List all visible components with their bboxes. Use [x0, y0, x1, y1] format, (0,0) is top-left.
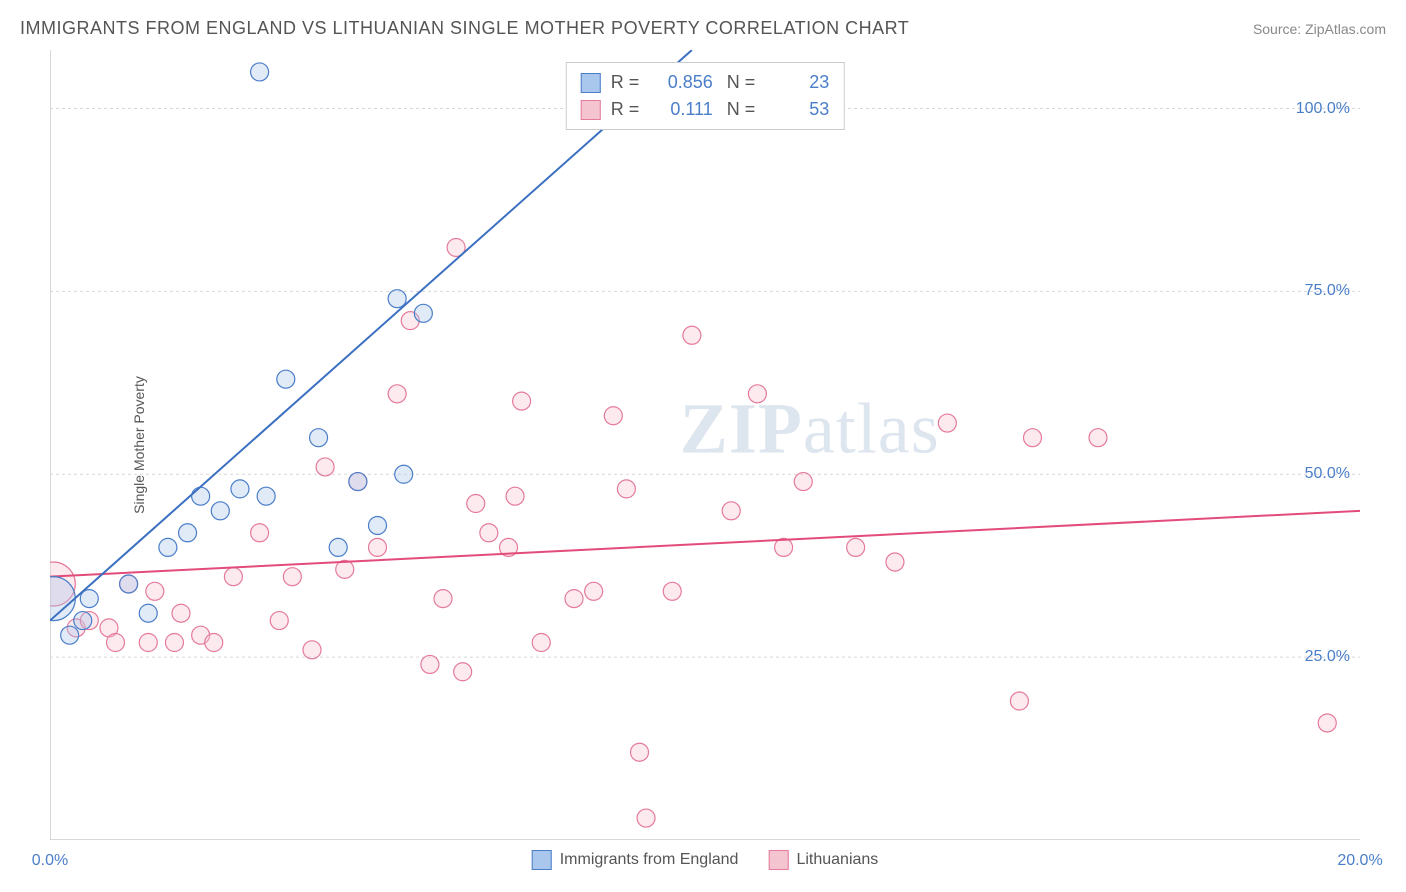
data-point: [211, 502, 229, 520]
data-point: [172, 604, 190, 622]
data-point: [683, 326, 701, 344]
data-point: [748, 385, 766, 403]
source-label: Source:: [1253, 21, 1305, 37]
data-point: [794, 473, 812, 491]
data-point: [277, 370, 295, 388]
data-point: [617, 480, 635, 498]
data-point: [310, 429, 328, 447]
data-point: [74, 612, 92, 630]
scatter-plot: [50, 50, 1360, 840]
legend-swatch-lithuanians: [768, 850, 788, 870]
data-point: [631, 743, 649, 761]
data-point: [61, 626, 79, 644]
data-point: [224, 568, 242, 586]
data-point: [388, 290, 406, 308]
n-value-lithuanians: 53: [765, 96, 829, 123]
data-point: [532, 634, 550, 652]
legend-label-england: Immigrants from England: [560, 851, 739, 869]
data-point: [637, 809, 655, 827]
data-point: [251, 524, 269, 542]
data-point: [480, 524, 498, 542]
data-point: [159, 538, 177, 556]
data-point: [513, 392, 531, 410]
data-point: [349, 473, 367, 491]
correlation-row-england: R = 0.856 N = 23: [581, 69, 830, 96]
data-point: [139, 604, 157, 622]
data-point: [434, 590, 452, 608]
data-point: [1318, 714, 1336, 732]
data-point: [467, 495, 485, 513]
data-point: [146, 582, 164, 600]
data-point: [506, 487, 524, 505]
legend-item-england: Immigrants from England: [532, 850, 739, 870]
n-value-england: 23: [765, 69, 829, 96]
chart-area: Single Mother Poverty ZIPatlas R = 0.856…: [50, 50, 1360, 840]
data-point: [847, 538, 865, 556]
data-point: [231, 480, 249, 498]
swatch-lithuanians: [581, 100, 601, 120]
data-point: [329, 538, 347, 556]
data-point: [414, 304, 432, 322]
data-point: [139, 634, 157, 652]
data-point: [107, 634, 125, 652]
data-point: [565, 590, 583, 608]
data-point: [604, 407, 622, 425]
n-label: N =: [727, 96, 756, 123]
swatch-england: [581, 73, 601, 93]
data-point: [205, 634, 223, 652]
correlation-legend: R = 0.856 N = 23 R = 0.111 N = 53: [566, 62, 845, 130]
data-point: [303, 641, 321, 659]
x-tick-label: 20.0%: [1337, 852, 1382, 870]
r-label: R =: [611, 96, 639, 123]
data-point: [1010, 692, 1028, 710]
data-point: [938, 414, 956, 432]
trend-line: [50, 511, 1360, 577]
data-point: [454, 663, 472, 681]
data-point: [270, 612, 288, 630]
y-tick-label: 50.0%: [1305, 465, 1350, 483]
data-point: [663, 582, 681, 600]
data-point: [369, 538, 387, 556]
data-point: [257, 487, 275, 505]
data-point: [165, 634, 183, 652]
x-tick-label: 0.0%: [32, 852, 68, 870]
r-value-england: 0.856: [649, 69, 713, 96]
data-point: [388, 385, 406, 403]
data-point: [1024, 429, 1042, 447]
data-point: [283, 568, 301, 586]
data-point: [421, 655, 439, 673]
trend-line: [50, 50, 692, 621]
source-name: ZipAtlas.com: [1305, 21, 1386, 37]
y-tick-label: 100.0%: [1296, 100, 1350, 118]
chart-title: IMMIGRANTS FROM ENGLAND VS LITHUANIAN SI…: [20, 18, 909, 39]
data-point: [192, 487, 210, 505]
legend-swatch-england: [532, 850, 552, 870]
legend-item-lithuanians: Lithuanians: [768, 850, 878, 870]
data-point: [179, 524, 197, 542]
n-label: N =: [727, 69, 756, 96]
data-point: [369, 516, 387, 534]
r-value-lithuanians: 0.111: [649, 96, 713, 123]
r-label: R =: [611, 69, 639, 96]
data-point: [1089, 429, 1107, 447]
data-point: [395, 465, 413, 483]
data-point: [251, 63, 269, 81]
legend-label-lithuanians: Lithuanians: [796, 851, 878, 869]
source-attribution: Source: ZipAtlas.com: [1253, 21, 1386, 37]
data-point: [316, 458, 334, 476]
data-point: [120, 575, 138, 593]
y-tick-label: 25.0%: [1305, 648, 1350, 666]
series-legend: Immigrants from England Lithuanians: [532, 850, 879, 870]
y-tick-label: 75.0%: [1305, 282, 1350, 300]
data-point: [585, 582, 603, 600]
data-point: [722, 502, 740, 520]
correlation-row-lithuanians: R = 0.111 N = 53: [581, 96, 830, 123]
data-point: [886, 553, 904, 571]
